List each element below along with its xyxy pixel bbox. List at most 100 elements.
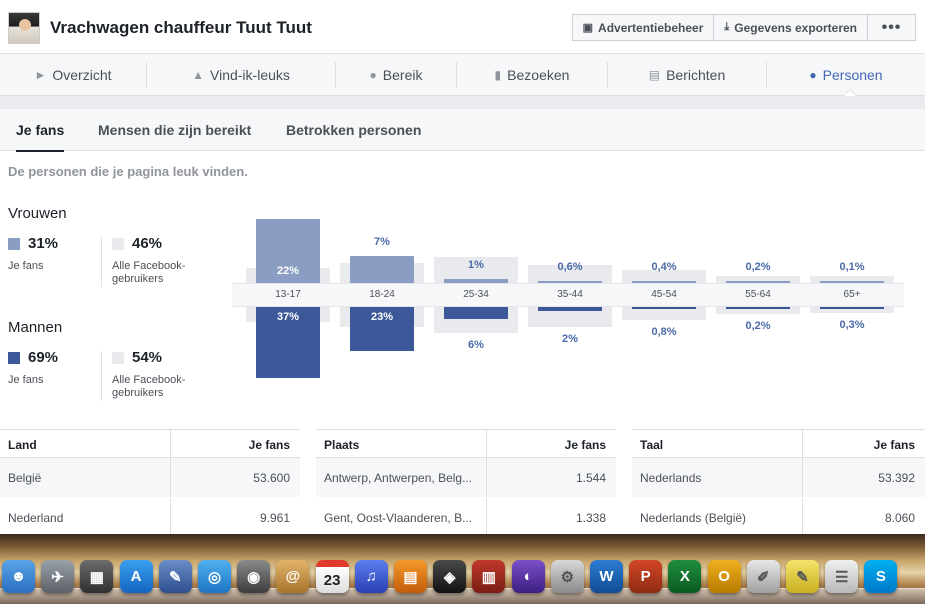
table-header: Plaats Je fans bbox=[316, 429, 616, 459]
women-fans-stat: 31% bbox=[8, 235, 58, 252]
stickies-icon[interactable]: ✎ bbox=[786, 560, 819, 593]
all-users-men-bar bbox=[716, 307, 800, 314]
all-users-women-bar bbox=[434, 256, 518, 283]
age-gender-chart: 22% 37% 13-17 7% 23% 18-24 1% 6% 25-34 0,6% 2% 35-4… bbox=[232, 219, 904, 409]
men-fans-pct: 69% bbox=[28, 349, 59, 366]
textedit-icon[interactable]: ✐ bbox=[746, 560, 780, 593]
all-users-women-bar bbox=[810, 276, 894, 283]
nav-divider bbox=[766, 62, 767, 88]
notes-icon[interactable]: ☰ bbox=[825, 560, 859, 593]
subtab-betrokken[interactable]: Betrokken personen bbox=[286, 122, 422, 138]
men-data-label: 0,8% bbox=[651, 326, 677, 339]
aperture-icon[interactable]: ◈ bbox=[433, 560, 467, 593]
ads-manager-button[interactable]: ▣ Advertentiebeheer bbox=[571, 14, 715, 41]
app-store-icon[interactable]: A bbox=[119, 560, 153, 593]
page-title[interactable]: Vrachwagen chauffeur Tuut Tuut bbox=[50, 18, 312, 37]
bar-chart-icon: ▮ bbox=[494, 68, 502, 82]
export-data-button[interactable]: ⤓ Gegevens exporteren bbox=[714, 14, 868, 41]
age-tick-label: 13-17 bbox=[275, 289, 301, 300]
table-header-fans[interactable]: Je fans bbox=[873, 438, 915, 452]
table-header-name[interactable]: Land bbox=[8, 438, 37, 452]
table-header-name[interactable]: Taal bbox=[640, 438, 664, 452]
table-header-fans[interactable]: Je fans bbox=[248, 438, 290, 452]
tab-personen[interactable]: ● Personen bbox=[767, 54, 925, 96]
women-fans-label: Je fans bbox=[8, 260, 44, 272]
tab-bezoeken-label: Bezoeken bbox=[507, 67, 570, 83]
men-fans-bar[interactable] bbox=[632, 307, 696, 309]
finder-icon[interactable]: ☻ bbox=[2, 560, 35, 593]
table-header: Taal Je fans bbox=[632, 429, 925, 459]
more-options-button[interactable]: ••• bbox=[868, 14, 916, 41]
tab-vind-ik-leuks[interactable]: ▲ Vind-ik-leuks bbox=[147, 54, 335, 96]
tab-personen-label: Personen bbox=[822, 67, 883, 83]
contacts-icon[interactable]: @ bbox=[276, 560, 310, 593]
tab-berichten-label: Berichten bbox=[666, 67, 726, 83]
men-all-pct: 54% bbox=[132, 349, 163, 366]
ibooks-icon[interactable]: ▤ bbox=[394, 560, 427, 593]
calendar-icon[interactable]: 23 bbox=[315, 560, 349, 593]
system-preferences-icon[interactable]: ⚙ bbox=[550, 560, 584, 593]
language-table: Taal Je fans Nederlands 53.392 Nederlands (B… bbox=[632, 429, 925, 537]
tab-bereik-label: Bereik bbox=[382, 67, 423, 83]
insights-nav: ► Overzicht ▲ Vind-ik-leuks ● Bereik ▮ B… bbox=[0, 54, 925, 96]
itunes-icon[interactable]: ♫ bbox=[354, 560, 388, 593]
thumbs-up-icon: ▲ bbox=[192, 68, 204, 82]
torrent-icon[interactable]: ◐ bbox=[511, 560, 545, 593]
stat-divider bbox=[101, 351, 102, 401]
tab-bereik[interactable]: ● Bereik bbox=[336, 54, 456, 96]
women-fans-bar[interactable] bbox=[726, 281, 790, 283]
women-fans-bar[interactable] bbox=[350, 255, 414, 283]
table-column-divider bbox=[170, 458, 171, 497]
section-description: De personen die je pagina leuk vinden. bbox=[8, 164, 248, 179]
word-icon[interactable]: W bbox=[590, 560, 623, 593]
men-fans-stat: 69% bbox=[8, 349, 58, 366]
men-fans-bar[interactable] bbox=[726, 307, 790, 309]
table-header-name[interactable]: Plaats bbox=[324, 438, 360, 452]
women-fans-bar[interactable] bbox=[538, 280, 602, 283]
age-tick-label: 55-64 bbox=[745, 289, 771, 300]
all-users-women-bar bbox=[622, 269, 706, 283]
all-users-swatch bbox=[112, 237, 124, 250]
outlook-icon[interactable]: O bbox=[707, 560, 741, 593]
active-tab-caret bbox=[843, 89, 857, 96]
skype-icon[interactable]: S bbox=[864, 560, 898, 593]
city-table: Plaats Je fans Antwerp, Antwerpen, Belg...… bbox=[316, 429, 616, 537]
all-users-men-bar bbox=[528, 307, 612, 327]
women-data-label: 7% bbox=[374, 235, 390, 248]
tab-overzicht[interactable]: ► Overzicht bbox=[0, 54, 146, 96]
launchpad-icon[interactable]: ✈ bbox=[41, 560, 75, 593]
table-header-fans[interactable]: Je fans bbox=[564, 438, 606, 452]
excel-icon[interactable]: X bbox=[668, 560, 702, 593]
photo-strip-icon[interactable]: ▥ bbox=[472, 560, 506, 593]
all-users-women-bar bbox=[716, 276, 800, 283]
men-data-label: 2% bbox=[562, 332, 578, 345]
page-avatar[interactable] bbox=[8, 12, 40, 44]
table-cell-value: 8.060 bbox=[884, 511, 915, 525]
women-title: Vrouwen bbox=[8, 205, 67, 222]
nav-divider bbox=[146, 62, 147, 88]
preview-icon[interactable]: ✎ bbox=[158, 560, 192, 593]
table-row: Antwerp, Antwerpen, Belg... 1.544 bbox=[316, 458, 616, 497]
photo-booth-icon[interactable]: ▦ bbox=[80, 560, 114, 593]
age-axis-strip bbox=[232, 283, 904, 307]
subtab-bereikt[interactable]: Mensen die zijn bereikt bbox=[98, 122, 252, 138]
women-fans-bar[interactable] bbox=[444, 279, 508, 283]
tab-bezoeken[interactable]: ▮ Bezoeken bbox=[457, 54, 607, 96]
powerpoint-icon[interactable]: P bbox=[629, 560, 663, 593]
men-data-label: 0,3% bbox=[839, 319, 865, 331]
men-fans-bar[interactable] bbox=[538, 307, 602, 311]
women-fans-bar[interactable] bbox=[256, 219, 320, 283]
men-fans-bar[interactable] bbox=[444, 307, 508, 319]
women-fans-bar[interactable] bbox=[820, 281, 884, 283]
men-fans-bar[interactable] bbox=[256, 307, 320, 378]
subtab-je-fans[interactable]: Je fans bbox=[16, 109, 65, 152]
women-fans-bar[interactable] bbox=[632, 281, 696, 283]
tab-berichten[interactable]: ▤ Berichten bbox=[608, 54, 766, 96]
men-fans-bar[interactable] bbox=[350, 307, 414, 352]
age-tick-label: 45-54 bbox=[651, 289, 677, 300]
tab-vind-ik-leuks-label: Vind-ik-leuks bbox=[210, 67, 290, 83]
safari-icon[interactable]: ◎ bbox=[198, 560, 231, 593]
camera-icon[interactable]: ◉ bbox=[237, 560, 271, 593]
men-fans-bar[interactable] bbox=[820, 307, 884, 309]
table-cell-name: Nederlands (België) bbox=[640, 511, 747, 525]
